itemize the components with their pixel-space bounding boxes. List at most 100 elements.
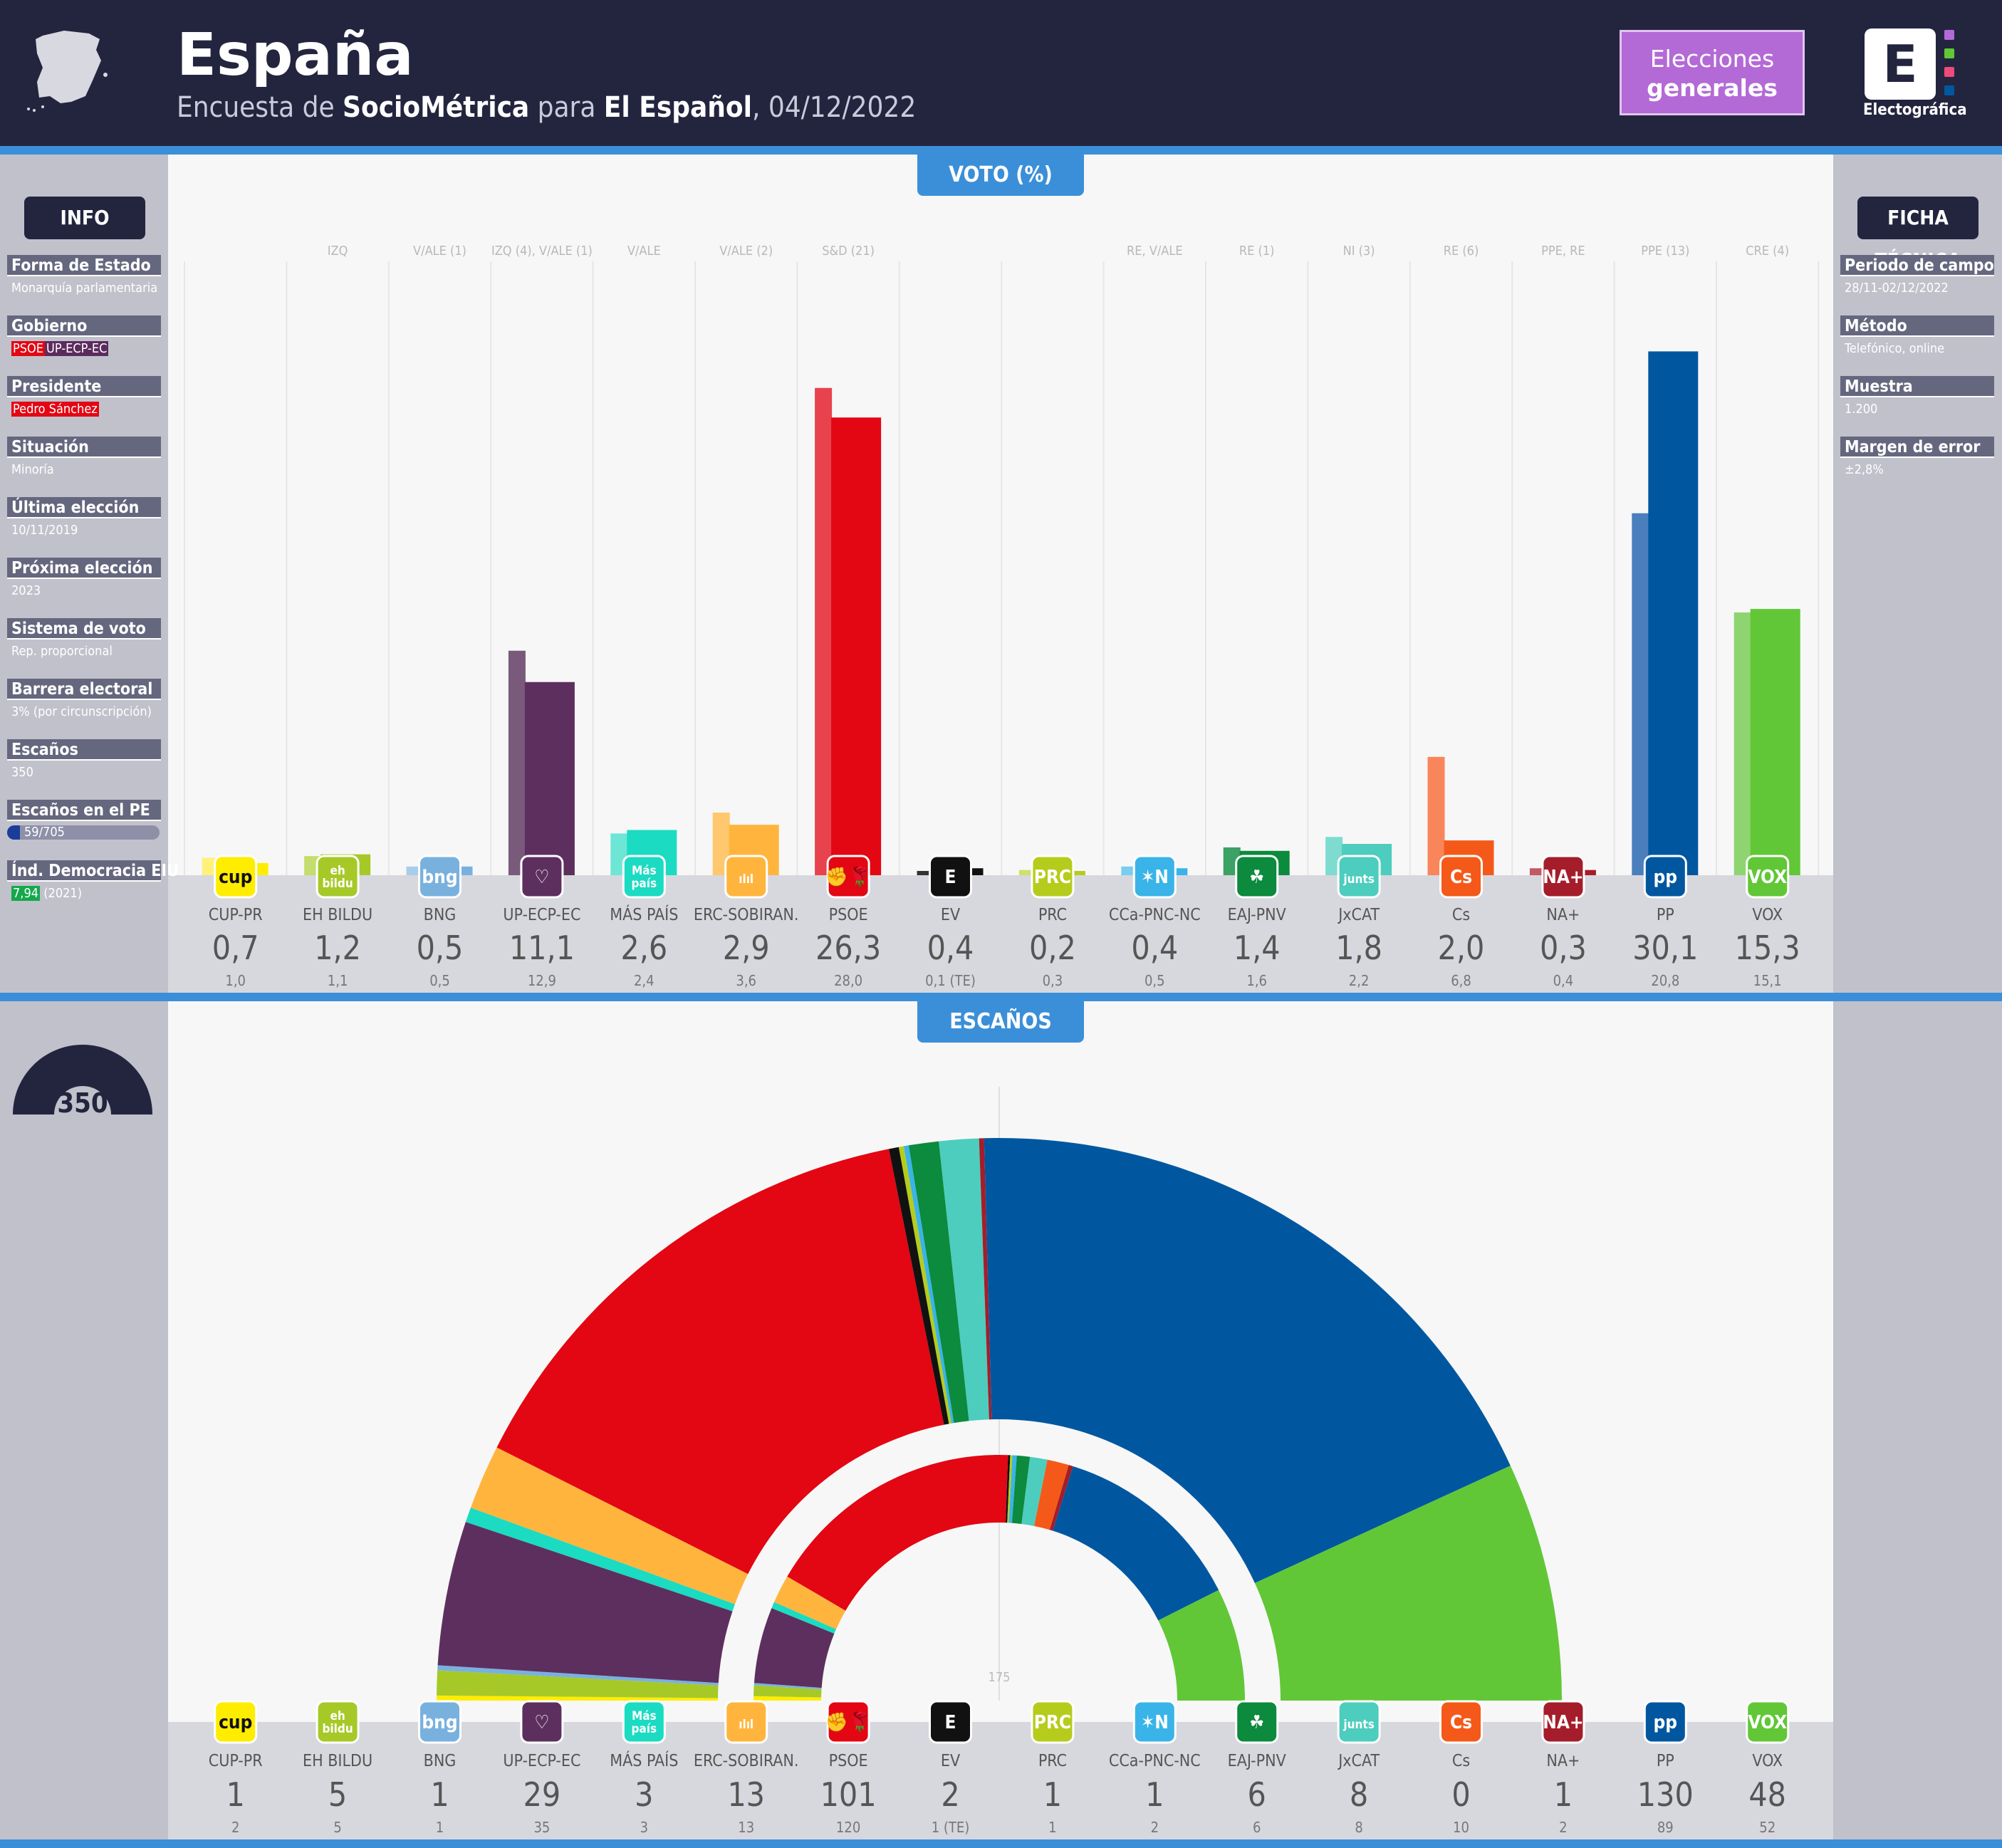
seat-segment	[496, 1149, 944, 1575]
previous-vote-value: 0,5	[1145, 972, 1165, 989]
previous-vote-bar	[917, 871, 934, 875]
party-name: PRC	[1038, 906, 1067, 924]
party-logo-icon: ♡	[520, 855, 564, 899]
seat-segment	[754, 1685, 822, 1698]
ficha-value: Telefónico, online	[1845, 341, 1945, 356]
party-name: EH BILDU	[303, 906, 372, 924]
svg-text:Cs: Cs	[1450, 1712, 1472, 1733]
vote-value: 0,5	[417, 929, 464, 967]
seat-segment	[939, 1138, 989, 1421]
previous-seat-value: 1 (TE)	[932, 1819, 970, 1836]
party-name: JxCAT	[1337, 906, 1380, 924]
party-logo-icon: ✶N	[1132, 855, 1177, 899]
info-label: Gobierno	[7, 315, 161, 337]
info-value: 2023	[11, 583, 41, 598]
vote-value: 1,8	[1335, 929, 1382, 967]
affiliation-label: S&D (21)	[822, 244, 875, 259]
previous-vote-value: 20,8	[1651, 972, 1679, 989]
previous-seat-value: 5	[333, 1819, 341, 1836]
seat-segment	[754, 1608, 835, 1688]
seat-segment	[754, 1696, 822, 1701]
party-name: EV	[941, 1752, 960, 1770]
seat-segment	[437, 1695, 719, 1701]
party-name: PP	[1657, 1752, 1674, 1770]
seat-segment	[984, 1138, 1511, 1584]
party-name: ERC-SOBIRAN.	[694, 1752, 799, 1770]
affiliation-label: RE (6)	[1444, 244, 1479, 259]
party-logo-icon: Cs	[1439, 1700, 1483, 1744]
previous-vote-bar	[815, 387, 833, 875]
party-logo-icon: PRC	[1031, 855, 1075, 899]
svg-text:Cs: Cs	[1450, 867, 1472, 888]
svg-text:junts: junts	[1343, 1718, 1374, 1732]
previous-seat-value: 1	[436, 1819, 444, 1836]
svg-text:NA+: NA+	[1543, 867, 1583, 888]
party-name: CUP-PR	[209, 1752, 263, 1770]
seat-segment	[889, 1147, 949, 1425]
previous-vote-bar	[1427, 756, 1445, 875]
page-title: España	[177, 21, 414, 89]
seat-segment	[470, 1447, 749, 1604]
previous-seat-value: 13	[738, 1819, 754, 1836]
party-name: CCa-PNC-NC	[1109, 1752, 1201, 1770]
seat-value: 6	[1248, 1775, 1266, 1814]
total-seats-gauge: 350	[13, 1045, 152, 1119]
seat-value: 3	[635, 1775, 653, 1814]
party-logo-icon: ♡	[520, 1700, 564, 1744]
affiliation-label: NI (3)	[1343, 244, 1375, 259]
vote-chart-panel: cup CUP-PR 0,7 1,0 IZQ eh bildu EH BILDU 1,2 1,1 V…	[168, 155, 1833, 993]
party-name: UP-ECP-EC	[503, 906, 580, 924]
info-label: Índ. Democracia EIU	[7, 860, 179, 882]
party-logo-icon: NA+	[1541, 1700, 1585, 1744]
previous-seat-value: 3	[640, 1819, 648, 1836]
party-logo-icon: junts	[1337, 855, 1381, 899]
spain-map-icon	[27, 31, 108, 112]
previous-vote-value: 15,1	[1753, 972, 1782, 989]
party-logo-icon: ✊🌹	[825, 1700, 871, 1744]
previous-vote-value: 1,0	[225, 972, 246, 989]
svg-text:pp: pp	[1654, 867, 1678, 888]
svg-text:país: país	[631, 1722, 657, 1736]
svg-text:bildu: bildu	[322, 877, 353, 891]
party-name: VOX	[1752, 906, 1783, 924]
party-name: PSOE	[829, 1752, 868, 1770]
seat-segment	[437, 1522, 733, 1683]
info-value: Minoría	[11, 462, 54, 477]
svg-text:✊🌹: ✊🌹	[825, 865, 872, 888]
seat-value: 130	[1637, 1775, 1694, 1814]
seat-segment	[979, 1138, 992, 1420]
party-name: VOX	[1752, 1752, 1783, 1770]
previous-seat-value: 120	[836, 1819, 860, 1836]
affiliation-label: PPE, RE	[1541, 244, 1585, 259]
svg-text:✶N: ✶N	[1141, 1712, 1169, 1733]
party-logo-icon: ✶N	[1132, 1700, 1177, 1744]
party-logo-icon: cup	[214, 1700, 258, 1744]
vote-bar	[831, 417, 882, 875]
previous-vote-bar	[1529, 868, 1547, 875]
previous-vote-value: 3,6	[736, 972, 756, 989]
seat-value: 1	[226, 1775, 245, 1814]
party-logo-icon: cup	[214, 855, 258, 899]
info-button[interactable]: INFO	[24, 197, 145, 239]
affiliation-label: V/ALE (2)	[719, 244, 773, 259]
ficha-value: 1.200	[1845, 402, 1878, 417]
party-logo-icon: ılıl	[724, 1700, 768, 1744]
affiliation-label: V/ALE (1)	[413, 244, 466, 259]
divider	[0, 146, 2002, 155]
party-logo-icon: ☘	[1235, 1700, 1279, 1744]
party-name: BNG	[424, 1752, 457, 1770]
party-name: Cs	[1452, 1752, 1470, 1770]
party-name: MÁS PAÍS	[610, 1750, 678, 1770]
vote-value: 0,2	[1029, 929, 1076, 967]
party-name: EV	[941, 906, 960, 924]
party-name: CUP-PR	[209, 906, 263, 924]
svg-text:junts: junts	[1343, 872, 1374, 887]
affiliation-label: CRE (4)	[1746, 244, 1789, 259]
ficha-tecnica-button[interactable]: FICHA TÉCNICA	[1857, 197, 1978, 272]
svg-text:bng: bng	[422, 1712, 457, 1733]
previous-vote-value: 0,1 (TE)	[925, 972, 976, 989]
info-value: Rep. proporcional	[11, 644, 113, 659]
